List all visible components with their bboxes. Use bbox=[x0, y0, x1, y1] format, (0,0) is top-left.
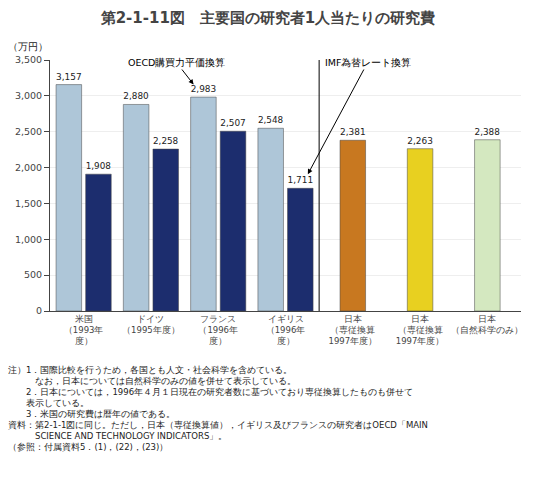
svg-text:3,157: 3,157 bbox=[56, 72, 81, 82]
svg-text:1,000: 1,000 bbox=[15, 234, 42, 245]
svg-text:日本（専従換算1997年度）: 日本（専従換算1997年度） bbox=[328, 314, 377, 346]
svg-text:2,507: 2,507 bbox=[220, 118, 246, 128]
svg-text:2,500: 2,500 bbox=[15, 126, 42, 137]
svg-text:OECD購買力平価換算: OECD購買力平価換算 bbox=[128, 57, 225, 68]
svg-text:IMF為替レート換算: IMF為替レート換算 bbox=[325, 57, 411, 68]
svg-text:日本（自然科学のみ）: 日本（自然科学のみ） bbox=[451, 314, 523, 335]
svg-text:2,983: 2,983 bbox=[191, 84, 217, 94]
svg-text:フランス（1996年度）: フランス（1996年度） bbox=[198, 314, 238, 346]
svg-text:注）1．国際比較を行うため，各国とも人文・社会科学を含めてい: 注）1．国際比較を行うため，各国とも人文・社会科学を含めている。 なお，日本につ… bbox=[8, 365, 428, 452]
svg-text:3,000: 3,000 bbox=[15, 90, 42, 101]
svg-text:2,000: 2,000 bbox=[15, 162, 42, 173]
svg-text:1,500: 1,500 bbox=[15, 198, 42, 209]
svg-text:米国（1993年度）: 米国（1993年度） bbox=[64, 314, 104, 346]
svg-text:イギリス（1996年度）: イギリス（1996年度） bbox=[266, 314, 306, 346]
svg-text:2,388: 2,388 bbox=[475, 127, 501, 137]
svg-text:500: 500 bbox=[24, 269, 42, 280]
svg-text:2,381: 2,381 bbox=[340, 127, 366, 137]
svg-text:2,548: 2,548 bbox=[258, 115, 284, 125]
svg-text:日本（専従換算1997年度）: 日本（専従換算1997年度） bbox=[396, 314, 445, 346]
svg-text:（万円）: （万円） bbox=[8, 41, 48, 52]
svg-text:2,263: 2,263 bbox=[407, 136, 433, 146]
svg-text:1,908: 1,908 bbox=[86, 161, 112, 171]
svg-text:第2-1-11図 主要国の研究者1人当たりの研究費: 第2-1-11図 主要国の研究者1人当たりの研究費 bbox=[100, 9, 436, 27]
svg-text:0: 0 bbox=[36, 305, 42, 316]
svg-text:2,880: 2,880 bbox=[123, 91, 149, 101]
svg-text:1,711: 1,711 bbox=[288, 175, 314, 185]
svg-text:ドイツ（1995年度）: ドイツ（1995年度） bbox=[122, 314, 180, 335]
svg-text:2,258: 2,258 bbox=[153, 136, 179, 146]
svg-text:3,500: 3,500 bbox=[15, 54, 42, 65]
